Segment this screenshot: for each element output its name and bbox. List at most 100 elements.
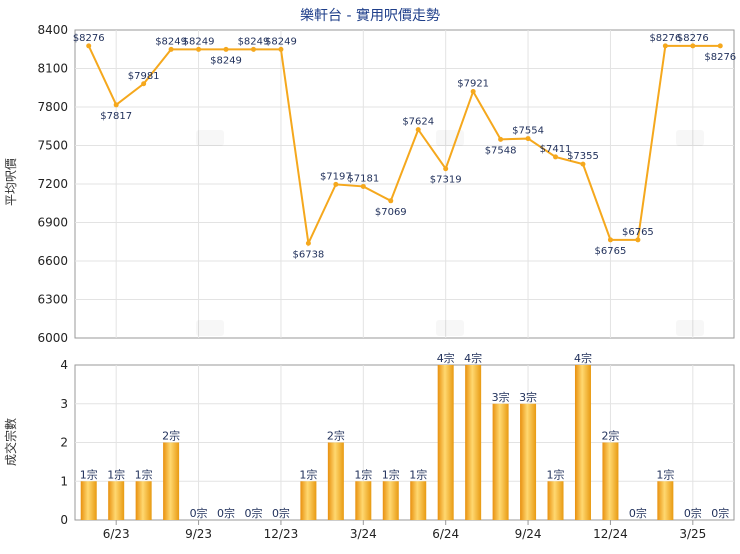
count-bar-label: 3宗	[492, 390, 510, 404]
count-bar-label: 1宗	[547, 467, 565, 481]
count-bar	[108, 481, 125, 520]
count-bar-label: 4宗	[464, 351, 482, 365]
count-bar-label: 2宗	[162, 429, 180, 443]
price-y-tick-label: 6600	[37, 254, 68, 268]
count-y-tick-label: 1	[60, 474, 68, 488]
count-bar-label: 4宗	[437, 351, 455, 365]
price-data-point	[525, 136, 531, 142]
count-bar	[135, 481, 152, 520]
price-data-label: $7069	[375, 207, 407, 218]
count-bar	[80, 481, 97, 520]
price-data-point	[580, 161, 586, 167]
price-data-point	[113, 102, 119, 108]
x-tick-label: 3/24	[350, 527, 377, 541]
price-data-point	[662, 43, 668, 49]
price-data-label: $7355	[567, 151, 599, 162]
count-bar	[410, 481, 427, 520]
x-tick-label: 12/23	[264, 527, 299, 541]
price-axis-label: 平均呎價	[4, 158, 18, 206]
price-data-label: $6738	[292, 249, 324, 260]
price-y-tick-label: 7500	[37, 139, 68, 153]
watermark-mark	[436, 130, 464, 146]
count-y-tick-label: 3	[60, 397, 68, 411]
count-bar-label: 0宗	[711, 506, 729, 520]
price-data-point	[86, 43, 92, 49]
count-bar	[547, 481, 564, 520]
price-data-label: $8276	[677, 33, 709, 44]
count-bar-label: 1宗	[382, 467, 400, 481]
price-y-tick-label: 8100	[37, 62, 68, 76]
price-data-point	[498, 136, 504, 142]
count-bar	[520, 403, 537, 520]
price-series-line	[87, 44, 721, 247]
price-data-label: $7817	[100, 111, 132, 122]
price-data-label: $8249	[155, 36, 187, 47]
count-bar	[437, 365, 454, 520]
price-data-point	[141, 81, 147, 87]
count-bar	[657, 481, 674, 520]
count-bar-label: 1宗	[656, 467, 674, 481]
count-bar-label: 4宗	[574, 351, 592, 365]
count-bar	[492, 403, 509, 520]
count-bar	[382, 481, 399, 520]
price-data-label: $7554	[512, 126, 544, 137]
price-data-point	[360, 183, 366, 189]
price-data-point	[305, 240, 311, 246]
count-bar	[602, 442, 619, 520]
count-axis-label: 成交宗數	[3, 418, 18, 466]
x-tick-label: 12/24	[593, 527, 628, 541]
count-bar	[355, 481, 372, 520]
watermark-mark	[676, 320, 704, 336]
watermark-mark	[196, 320, 224, 336]
price-y-tick-label: 6000	[37, 331, 68, 345]
price-data-label: $8249	[265, 36, 297, 47]
watermark-mark	[436, 320, 464, 336]
watermark-mark	[196, 130, 224, 146]
count-bar-label: 0宗	[190, 506, 208, 520]
count-bar-label: 1宗	[354, 467, 372, 481]
price-data-point	[635, 237, 641, 243]
price-data-label: $8276	[649, 33, 681, 44]
x-tick-label: 3/25	[679, 527, 706, 541]
price-data-label: $6765	[595, 246, 627, 257]
count-bar-label: 1宗	[80, 467, 98, 481]
price-data-label: $7624	[402, 117, 434, 128]
price-data-label: $7548	[485, 145, 517, 156]
count-bar-label: 2宗	[327, 429, 345, 443]
price-data-label: $8249	[183, 36, 215, 47]
count-y-tick-label: 2	[60, 436, 68, 450]
price-data-label: $7411	[540, 144, 572, 155]
count-bar-label: 1宗	[135, 467, 153, 481]
price-y-tick-label: 8400	[37, 23, 68, 37]
price-data-point	[717, 43, 723, 49]
count-bar-label: 0宗	[217, 506, 235, 520]
count-bar-label: 1宗	[409, 467, 427, 481]
count-bar	[300, 481, 317, 520]
count-bar-label: 0宗	[684, 506, 702, 520]
price-data-label: $7921	[457, 78, 489, 89]
count-bar-label: 0宗	[629, 506, 647, 520]
price-data-point	[470, 88, 476, 94]
price-data-point	[278, 46, 284, 52]
count-bar-label: 0宗	[244, 506, 262, 520]
price-data-label: $8276	[73, 33, 105, 44]
x-tick-label: 9/23	[185, 527, 212, 541]
count-bar	[327, 442, 344, 520]
count-bar-label: 2宗	[601, 429, 619, 443]
price-panel: 6000 6300 6600 6900 7200 7500 7800 8100 8400 $827…	[37, 23, 736, 345]
price-y-tick-label: 6300	[37, 293, 68, 307]
price-data-label: $8249	[210, 55, 242, 66]
price-data-label: $7197	[320, 171, 352, 182]
price-data-point	[607, 237, 613, 243]
x-tick-label: 9/24	[515, 527, 542, 541]
x-tick-label: 6/24	[432, 527, 459, 541]
price-data-point	[196, 46, 202, 52]
count-y-tick-label: 4	[60, 358, 68, 372]
count-bar	[574, 365, 591, 520]
price-data-point	[443, 166, 449, 172]
price-data-label: $6765	[622, 227, 654, 238]
price-data-label: $7981	[128, 71, 160, 82]
count-bar	[163, 442, 180, 520]
